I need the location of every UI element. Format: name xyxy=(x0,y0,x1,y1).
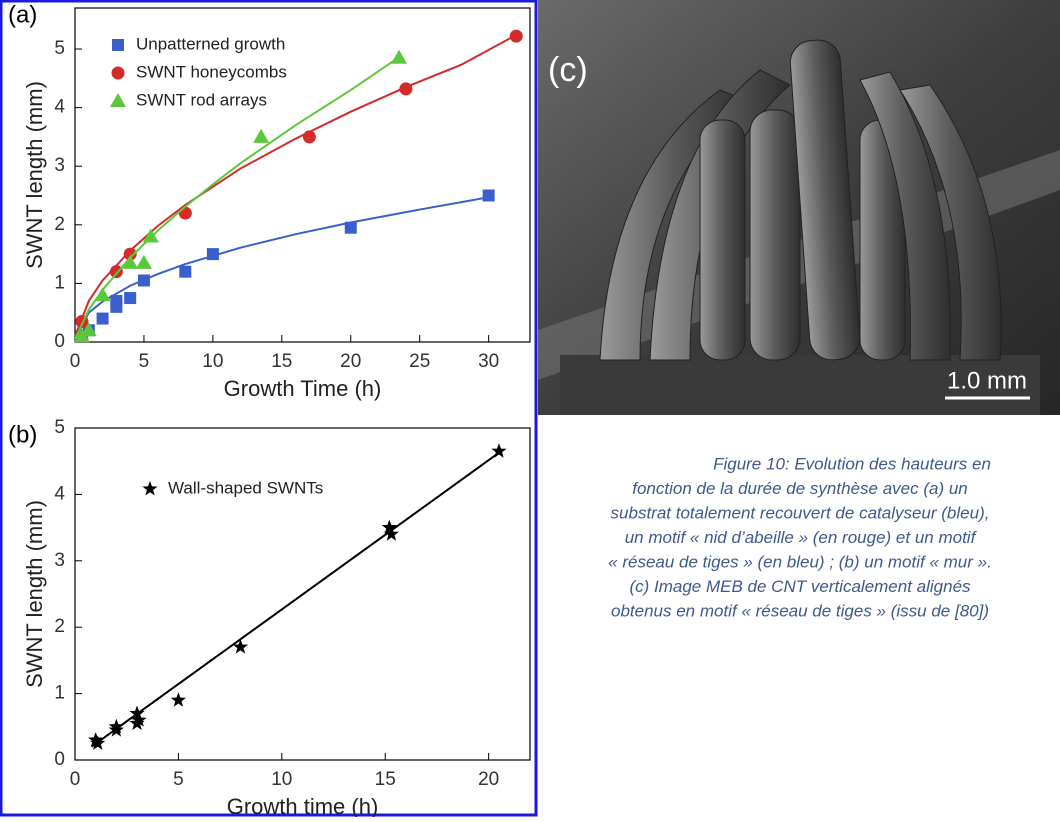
fit-line xyxy=(74,196,489,340)
legend-label: SWNT rod arrays xyxy=(136,90,267,109)
x-tick-label: 15 xyxy=(271,351,292,372)
legend-marker xyxy=(142,481,158,496)
marker xyxy=(232,639,249,654)
x-tick-label: 30 xyxy=(478,351,499,372)
x-tick-label: 0 xyxy=(70,769,81,790)
panel-label: (b) xyxy=(8,421,37,448)
marker xyxy=(399,82,413,96)
y-tick-label: 4 xyxy=(54,97,65,118)
marker xyxy=(123,247,137,261)
marker xyxy=(131,712,147,727)
marker xyxy=(129,705,145,720)
marker xyxy=(383,526,400,541)
y-tick-label: 1 xyxy=(54,683,65,704)
marker xyxy=(482,189,495,202)
marker xyxy=(137,274,150,287)
marker xyxy=(344,221,357,234)
caption-line: obtenus en motif « réseau de tiges » (is… xyxy=(611,601,989,620)
marker xyxy=(178,206,192,220)
panel-label: (a) xyxy=(8,1,37,28)
marker xyxy=(110,294,123,307)
marker xyxy=(90,735,106,750)
marker xyxy=(491,443,507,458)
y-tick-label: 1 xyxy=(54,272,65,293)
y-tick-label: 3 xyxy=(54,155,65,176)
fit-line xyxy=(74,34,517,337)
legend-marker xyxy=(110,93,126,107)
caption-line: fonction de la durée de synthèse avec (a… xyxy=(632,479,968,498)
marker xyxy=(142,228,159,243)
marker xyxy=(96,312,109,325)
marker xyxy=(122,254,139,269)
y-tick-label: 3 xyxy=(54,550,65,571)
x-axis-label: Growth time (h) xyxy=(227,794,379,817)
caption: Figure 10: Evolution des hauteurs en fonc… xyxy=(608,454,992,620)
x-tick-label: 20 xyxy=(340,351,361,372)
plot-frame xyxy=(74,7,531,343)
x-tick-label: 5 xyxy=(139,351,150,372)
marker xyxy=(302,130,316,144)
marker xyxy=(391,49,408,64)
marker xyxy=(80,322,97,337)
marker xyxy=(170,692,187,707)
legend-marker xyxy=(111,66,125,80)
y-tick-label: 4 xyxy=(54,483,65,504)
caption-line: un motif « nid d’abeille » (en rouge) et… xyxy=(625,528,978,547)
x-tick-label: 0 xyxy=(70,351,81,372)
marker xyxy=(124,292,137,305)
y-axis-label: SWNT length (mm) xyxy=(22,81,47,269)
scale-bar-label: 1.0 mm xyxy=(947,367,1027,394)
legend-label: SWNT honeycombs xyxy=(136,62,287,81)
panel-border xyxy=(0,0,538,817)
marker xyxy=(509,29,523,43)
marker xyxy=(108,722,124,737)
fit-line xyxy=(90,450,502,748)
sem-image: (c) 1.0 mm xyxy=(538,0,1060,415)
image-label: (c) xyxy=(548,51,588,89)
marker xyxy=(135,254,152,269)
legend-label: Unpatterned growth xyxy=(136,34,285,53)
marker xyxy=(179,265,192,278)
x-tick-label: 25 xyxy=(409,351,430,372)
y-tick-label: 2 xyxy=(54,616,65,637)
caption-line: (c) Image MEB de CNT verticalement align… xyxy=(629,577,971,596)
marker xyxy=(206,248,219,261)
marker xyxy=(94,287,111,302)
legend-marker xyxy=(112,39,124,51)
y-tick-label: 5 xyxy=(54,417,65,438)
y-tick-label: 5 xyxy=(54,38,65,59)
x-axis-label: Growth Time (h) xyxy=(224,376,382,401)
x-tick-label: 5 xyxy=(173,769,184,790)
caption-line: « réseau de tiges » (en bleu) ; (b) un m… xyxy=(608,552,992,571)
marker xyxy=(88,732,104,747)
x-tick-label: 10 xyxy=(202,351,223,372)
caption-line: Figure 10: Evolution des hauteurs en xyxy=(713,454,991,473)
y-tick-label: 0 xyxy=(54,331,65,352)
x-tick-label: 20 xyxy=(478,769,499,790)
marker xyxy=(381,519,397,535)
marker xyxy=(253,128,270,143)
y-tick-label: 0 xyxy=(54,749,65,770)
y-axis-label: SWNT length (mm) xyxy=(22,500,47,688)
x-tick-label: 15 xyxy=(375,769,396,790)
y-tick-label: 2 xyxy=(54,214,65,235)
legend-label: Wall-shaped SWNTs xyxy=(168,478,323,497)
plot-frame xyxy=(74,427,531,761)
x-tick-label: 10 xyxy=(271,769,292,790)
caption-line: substrat totalement recouvert de catalys… xyxy=(611,503,990,522)
